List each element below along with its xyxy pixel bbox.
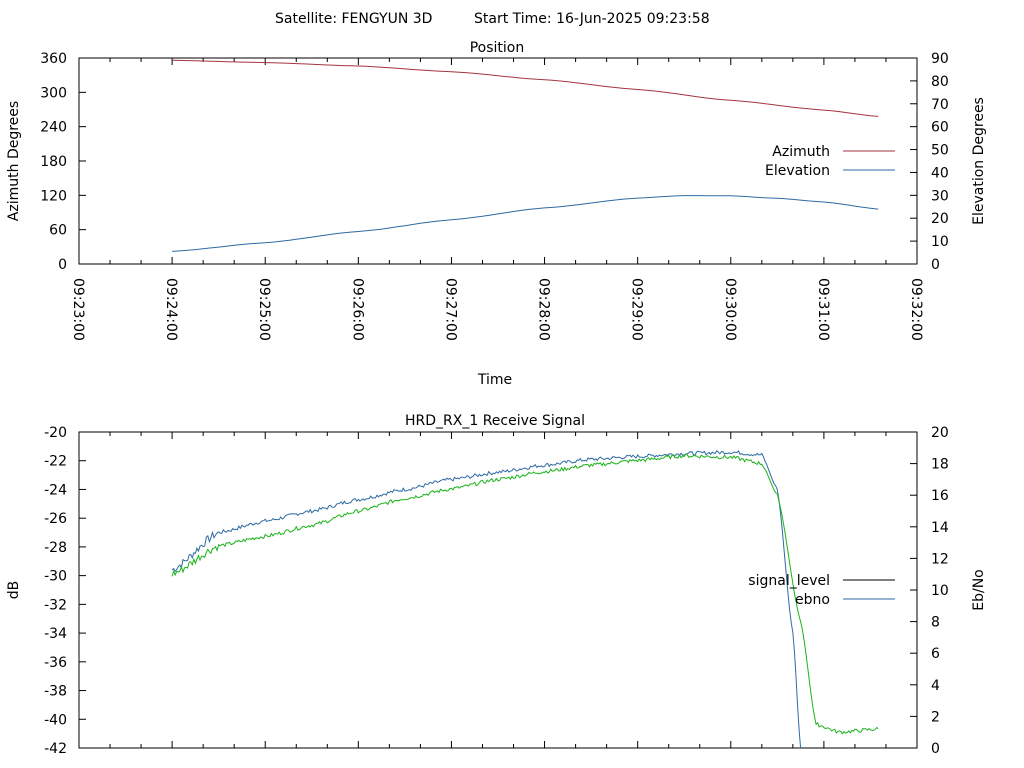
- x-tick-label: 09:23:00: [70, 278, 86, 341]
- y2-tick-label: 20: [931, 425, 949, 441]
- position-plot-frame: [78, 57, 918, 265]
- start-time-label: Start Time: 16-Jun-2025 09:23:58: [474, 11, 710, 27]
- y-tick-label: 120: [40, 188, 67, 204]
- y2-tick-label: 70: [931, 97, 949, 113]
- y-tick-label: -36: [44, 655, 67, 671]
- y-tick-label: -24: [44, 482, 67, 498]
- x-tick-label: 09:26:00: [349, 278, 365, 341]
- y2-tick-label: 60: [931, 120, 949, 136]
- position-y-label: Azimuth Degrees: [6, 101, 22, 221]
- position-legend: Azimuth Elevation: [765, 144, 895, 179]
- y2-tick-label: 0: [931, 257, 940, 273]
- x-tick-label: 09:30:00: [722, 278, 738, 341]
- x-tick-label: 09:29:00: [629, 278, 645, 341]
- y2-tick-label: 50: [931, 143, 949, 159]
- legend-ebno-label: ebno: [795, 592, 830, 608]
- y2-tick-label: 20: [931, 211, 949, 227]
- y2-tick-label: 18: [931, 457, 949, 473]
- y-tick-label: 180: [40, 154, 67, 170]
- x-tick-label: 09:31:00: [815, 278, 831, 341]
- y2-tick-label: 8: [931, 615, 940, 631]
- y2-tick-label: 16: [931, 488, 949, 504]
- y2-tick-label: 40: [931, 165, 949, 181]
- position-chart: Position Time Azimuth Degrees Elevation …: [6, 40, 987, 388]
- y-tick-label: -42: [44, 741, 67, 757]
- y-tick-label: -40: [44, 712, 67, 728]
- y-tick-label: 0: [58, 257, 67, 273]
- y-tick-label: -20: [44, 425, 67, 441]
- satellite-label: Satellite: FENGYUN 3D: [275, 11, 432, 27]
- x-tick-label: 09:24:00: [163, 278, 179, 341]
- legend-signal-level-label: signal_level: [748, 573, 830, 589]
- signal-plot-frame: [78, 431, 918, 749]
- y2-tick-label: 30: [931, 188, 949, 204]
- elevation-series-line: [172, 195, 879, 252]
- y2-tick-label: 12: [931, 551, 949, 567]
- position-chart-title: Position: [470, 40, 525, 56]
- y2-tick-label: 0: [931, 741, 940, 757]
- ebno-series-line: [171, 453, 879, 735]
- azimuth-series-line: [172, 59, 879, 117]
- legend-elevation-label: Elevation: [765, 163, 830, 179]
- y2-tick-label: 14: [931, 520, 949, 536]
- y2-tick-label: 80: [931, 74, 949, 90]
- signal-chart: HRD_RX_1 Receive Signal dB Eb/No -42 -40 -…: [6, 413, 987, 757]
- y-tick-label: 300: [40, 85, 67, 101]
- y-tick-label: -22: [44, 454, 67, 470]
- x-tick-label: 09:27:00: [442, 278, 458, 341]
- y-tick-label: 60: [49, 223, 67, 239]
- position-x-label: Time: [477, 372, 512, 388]
- y-tick-label: -28: [44, 540, 67, 556]
- x-tick-label: 09:25:00: [256, 278, 272, 341]
- y-tick-label: -30: [44, 569, 67, 585]
- signal-legend: signal_level ebno: [748, 573, 895, 608]
- y2-tick-label: 6: [931, 646, 940, 662]
- y-tick-label: -38: [44, 684, 67, 700]
- x-tick-label: 09:32:00: [908, 278, 924, 341]
- signal-y-label: dB: [6, 581, 22, 600]
- y2-tick-label: 2: [931, 709, 940, 725]
- y-tick-label: -32: [44, 597, 67, 613]
- y-tick-label: 240: [40, 120, 67, 136]
- signal-level-series-line: [171, 450, 802, 749]
- y2-tick-label: 10: [931, 234, 949, 250]
- legend-azimuth-label: Azimuth: [772, 144, 830, 160]
- y-tick-label: 360: [40, 51, 67, 67]
- y-tick-label: -34: [44, 626, 67, 642]
- y-tick-label: -26: [44, 511, 67, 527]
- position-y2-label: Elevation Degrees: [971, 97, 987, 225]
- x-tick-label: 09:28:00: [536, 278, 552, 341]
- y2-tick-label: 90: [931, 51, 949, 67]
- signal-y2-label: Eb/No: [971, 569, 987, 611]
- y2-tick-label: 4: [931, 678, 940, 694]
- signal-chart-title: HRD_RX_1 Receive Signal: [405, 413, 585, 429]
- y2-tick-label: 10: [931, 583, 949, 599]
